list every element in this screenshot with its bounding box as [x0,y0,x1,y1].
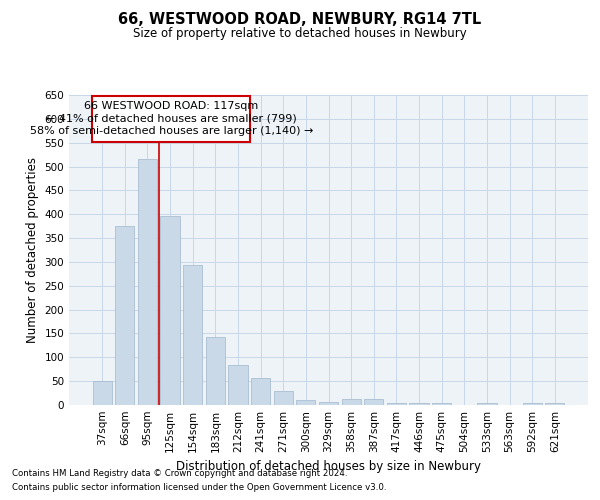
Bar [364,400,383,405]
Bar [387,402,406,405]
Bar [319,402,338,405]
Bar [138,160,157,405]
Bar [274,390,293,405]
Text: Size of property relative to detached houses in Newbury: Size of property relative to detached ho… [133,28,467,40]
Bar [432,403,451,405]
Text: Contains public sector information licensed under the Open Government Licence v3: Contains public sector information licen… [12,484,386,492]
Bar [160,216,180,405]
Bar [92,380,112,405]
Bar [477,402,497,405]
Bar [206,338,225,405]
Text: 66 WESTWOOD ROAD: 117sqm: 66 WESTWOOD ROAD: 117sqm [84,101,259,111]
Text: 58% of semi-detached houses are larger (1,140) →: 58% of semi-detached houses are larger (… [29,126,313,136]
Bar [115,226,134,405]
Text: Contains HM Land Registry data © Crown copyright and database right 2024.: Contains HM Land Registry data © Crown c… [12,468,347,477]
Bar [92,96,250,142]
Bar [545,402,565,405]
Bar [296,400,316,405]
Bar [229,366,248,405]
X-axis label: Distribution of detached houses by size in Newbury: Distribution of detached houses by size … [176,460,481,473]
Text: 66, WESTWOOD ROAD, NEWBURY, RG14 7TL: 66, WESTWOOD ROAD, NEWBURY, RG14 7TL [118,12,482,28]
Bar [251,378,270,405]
Y-axis label: Number of detached properties: Number of detached properties [26,157,39,343]
Bar [409,402,428,405]
Text: ← 41% of detached houses are smaller (799): ← 41% of detached houses are smaller (79… [46,114,296,124]
Bar [183,266,202,405]
Bar [341,400,361,405]
Bar [523,402,542,405]
